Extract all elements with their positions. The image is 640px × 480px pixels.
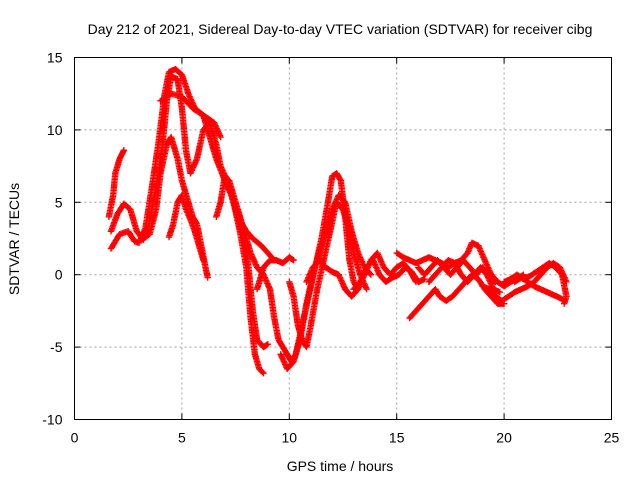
series-track-b — [105, 147, 128, 220]
data-point-markers — [500, 259, 570, 307]
series-track-e — [165, 191, 207, 264]
axis-layer: 0 5 10 15 20 25 -10 -5 0 5 10 15 — [42, 50, 619, 446]
y-axis-label: SDTVAR / TECUs — [6, 183, 22, 295]
data-point-markers — [157, 90, 224, 141]
data-point-markers — [425, 257, 503, 296]
y-tick-label: -10 — [42, 412, 62, 428]
series-track-m — [350, 257, 428, 293]
data-point-markers — [253, 254, 297, 293]
x-tick-label: 0 — [71, 430, 79, 446]
y-tick-label: 0 — [55, 267, 63, 283]
x-tick-label: 25 — [604, 430, 620, 446]
x-axis-label: GPS time / hours — [287, 458, 394, 474]
grid-layer — [74, 57, 612, 420]
y-tick-label: -5 — [50, 339, 63, 355]
series-track-f — [157, 90, 224, 141]
series-track-t — [500, 259, 570, 307]
data-point-markers — [105, 147, 128, 220]
x-tick-label: 5 — [178, 430, 186, 446]
y-tick-label: 15 — [47, 50, 63, 66]
data-point-markers — [350, 257, 428, 293]
series-track-q — [425, 257, 503, 296]
data-layer — [105, 65, 570, 377]
chart-title: Day 212 of 2021, Sidereal Day-to-day VTE… — [88, 21, 593, 37]
x-tick-label: 10 — [282, 430, 298, 446]
y-tick-label: 10 — [47, 122, 63, 138]
x-tick-label: 15 — [389, 430, 405, 446]
plot-frame — [74, 57, 612, 420]
data-point-markers — [165, 191, 207, 264]
y-tick-label: 5 — [55, 194, 63, 210]
series-track-i — [253, 254, 297, 293]
x-tick-label: 20 — [496, 430, 512, 446]
